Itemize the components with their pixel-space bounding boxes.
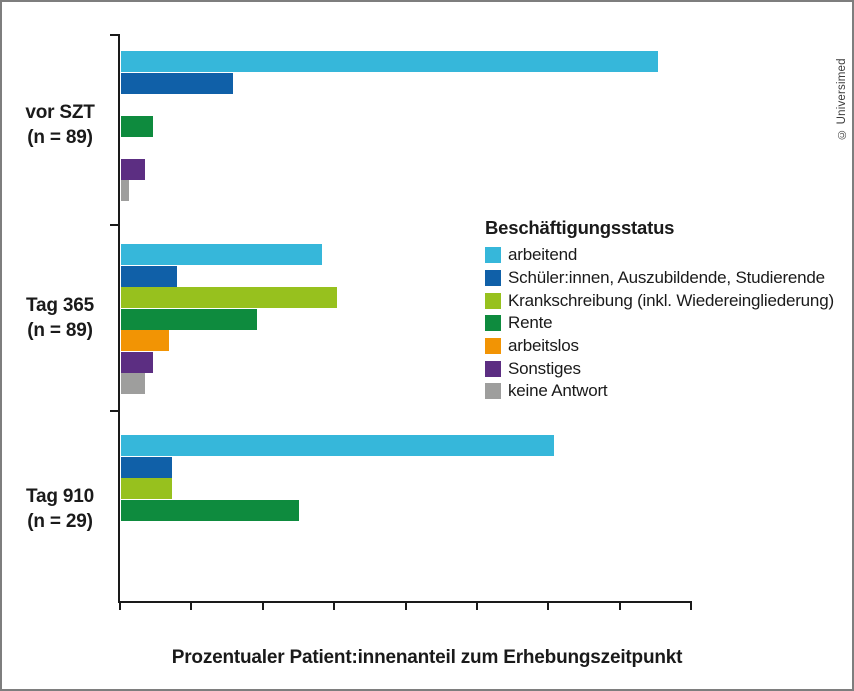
- legend-item: Sonstiges: [485, 357, 845, 380]
- x-axis-tick: [333, 603, 336, 610]
- legend-item: Rente: [485, 312, 845, 335]
- legend-item: Krankschreibung (inkl. Wiedereingliederu…: [485, 289, 845, 312]
- bar-krankschreibung: [121, 478, 172, 499]
- group-label: vor SZT (n = 89): [10, 100, 110, 150]
- legend-swatch-icon: [485, 292, 501, 309]
- legend-swatch-icon: [485, 247, 501, 264]
- x-axis-line: [118, 601, 692, 603]
- y-axis-group-tick: [110, 34, 120, 36]
- bar-sonstiges: [121, 351, 154, 373]
- legend-swatch-icon: [485, 338, 501, 355]
- x-axis-tick: [690, 603, 692, 610]
- group-label-n: (n = 29): [27, 511, 93, 533]
- legend-label: Krankschreibung (inkl. Wiedereingliederu…: [508, 290, 834, 310]
- legend-item: arbeitend: [485, 244, 845, 267]
- legend-label: keine Antwort: [508, 381, 608, 401]
- legend-swatch-icon: [485, 383, 501, 400]
- bar-krankschreibung: [121, 287, 338, 308]
- legend-swatch-icon: [485, 315, 501, 332]
- legend-swatch-icon: [485, 360, 501, 377]
- legend-item: Schüler:innen, Auszubildende, Studierend…: [485, 267, 845, 290]
- y-axis-group-tick: [110, 410, 120, 412]
- y-axis-group-tick: [110, 224, 120, 226]
- group-label-timepoint: vor SZT: [25, 102, 95, 124]
- bar-schlerinnen: [121, 265, 178, 287]
- legend-title: Beschäftigungsstatus: [485, 217, 675, 238]
- x-axis-tick: [475, 603, 478, 610]
- bar-keine: [121, 373, 146, 394]
- x-axis-tick: [547, 603, 550, 610]
- bar-arbeitend: [121, 435, 555, 456]
- bar-schlerinnen: [121, 456, 172, 478]
- group-label-timepoint: Tag 365: [26, 295, 94, 317]
- legend-label: arbeitslos: [508, 336, 579, 356]
- bar-arbeitslos: [121, 330, 169, 351]
- legend-label: arbeitend: [508, 245, 578, 265]
- x-axis-tick: [190, 603, 193, 610]
- legend-label: Rente: [508, 313, 553, 333]
- bar-sonstiges: [121, 158, 146, 180]
- x-axis-tick: [404, 603, 407, 610]
- x-axis-tick: [618, 603, 621, 610]
- group-label: Tag 365 (n = 89): [10, 293, 110, 343]
- bar-rente: [121, 308, 258, 330]
- legend-swatch-icon: [485, 270, 501, 287]
- bar-arbeitend: [121, 244, 322, 265]
- bar-schlerinnen: [121, 72, 234, 94]
- x-axis-tick: [119, 603, 121, 610]
- bar-keine: [121, 180, 129, 201]
- legend: Beschäftigungsstatus arbeitend Schüler:in…: [485, 217, 845, 403]
- y-axis-line: [118, 34, 120, 603]
- group-label-n: (n = 89): [27, 320, 93, 342]
- legend-label: Schüler:innen, Auszubildende, Studierend…: [508, 268, 825, 288]
- legend-item: arbeitslos: [485, 335, 845, 358]
- legend-label: Sonstiges: [508, 358, 581, 378]
- legend-item: keine Antwort: [485, 380, 845, 403]
- x-axis-title: Prozentualer Patient:innenanteil zum Erh…: [171, 647, 683, 668]
- bar-rente: [121, 115, 154, 137]
- group-label-timepoint: Tag 910: [26, 486, 94, 508]
- bar-rente: [121, 499, 300, 521]
- legend-items: arbeitend Schüler:innen, Auszubildende, S…: [485, 244, 845, 403]
- group-label-n: (n = 89): [27, 127, 93, 149]
- x-axis-tick: [261, 603, 264, 610]
- group-label: Tag 910 (n = 29): [10, 484, 110, 534]
- bar-arbeitend: [121, 51, 659, 72]
